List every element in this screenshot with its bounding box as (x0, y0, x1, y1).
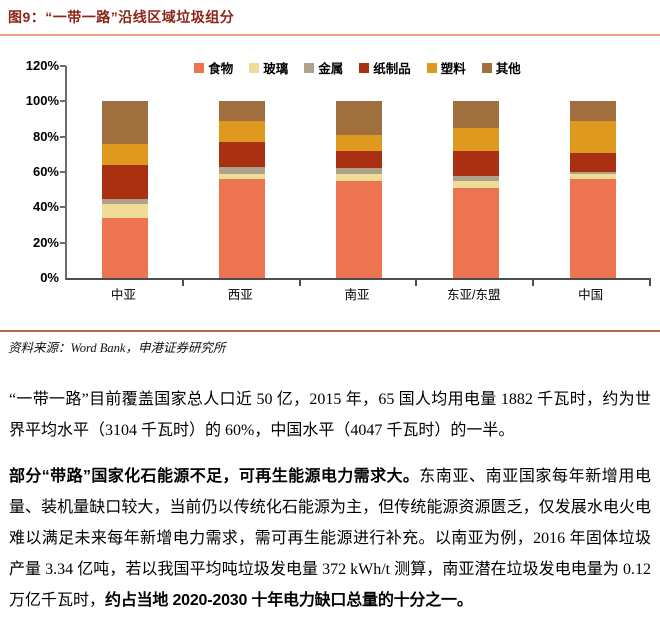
bar-slot-中国 (534, 66, 651, 278)
chart-legend: 食物 玻璃 金属 纸制品 塑料 其他 (65, 58, 650, 77)
x-axis-label-西亚: 西亚 (227, 288, 253, 302)
y-axis-label: 100% (25, 93, 59, 109)
legend-swatch-icon (249, 62, 260, 73)
bars-container (67, 66, 651, 278)
y-axis-label: 60% (32, 164, 59, 179)
bar-segment-西亚-其他 (219, 101, 266, 121)
legend-label: 玻璃 (263, 62, 289, 76)
legend-item-玻璃: 玻璃 (249, 58, 288, 77)
x-axis-label-中国: 中国 (578, 288, 604, 302)
y-axis-tick (60, 171, 66, 173)
bar-segment-中亚-玻璃 (102, 203, 149, 218)
source-text: 资料来源：Word Bank，申港证券研究所 (8, 341, 226, 355)
y-axis-tick (60, 241, 66, 244)
legend-label: 食物 (208, 62, 234, 76)
y-axis-label: 0% (40, 270, 59, 285)
paragraph-2-bold-lead: 部分“带路”国家化石能源不足，可再生能源电力需求大。 (9, 468, 420, 485)
bar-segment-西亚-纸制品 (219, 142, 266, 167)
legend-label: 塑料 (440, 62, 466, 76)
x-axis-tick (532, 280, 535, 286)
y-axis-label: 80% (32, 128, 59, 144)
body-text: “一带一路”目前覆盖国家总人口近 50 亿，2015 年，65 国人均用电量 1… (9, 384, 651, 616)
x-axis-labels: 中亚 西亚 南亚 东亚/东盟 中国 (65, 284, 649, 303)
bar-slot-南亚 (301, 66, 418, 278)
bar-segment-南亚-塑料 (335, 134, 382, 151)
bar-segment-中亚-食物 (102, 217, 149, 278)
bar-segment-南亚-纸制品 (335, 150, 382, 169)
figure-title: 图9：“一带一路”沿线区域垃圾组分 (8, 9, 235, 25)
paragraph-1: “一带一路”目前覆盖国家总人口近 50 亿，2015 年，65 国人均用电量 1… (9, 391, 651, 439)
y-axis-label: 40% (32, 199, 59, 215)
x-axis-label-东亚/东盟: 东亚/东盟 (447, 288, 501, 302)
plot-area: 0% 20% 40% 60% 80% 100% 120% (26, 59, 651, 286)
bar-segment-中国-其他 (569, 101, 616, 121)
bar-slot-西亚 (184, 66, 301, 278)
bar-segment-中国-塑料 (569, 120, 616, 153)
bar-segment-中亚-其他 (102, 101, 149, 144)
legend-item-金属: 金属 (304, 58, 343, 77)
bar-segment-西亚-塑料 (219, 120, 266, 142)
bar-segment-南亚-玻璃 (335, 173, 382, 181)
legend-item-其他: 其他 (481, 58, 521, 77)
legend-item-塑料: 塑料 (426, 58, 466, 77)
paragraph-2-bold-tail: 约占当地 2020-2030 十年电力缺口总量的十分之一。 (105, 592, 473, 609)
stacked-bar-中亚 (102, 101, 149, 278)
bar-segment-中亚-塑料 (102, 143, 149, 165)
bar-segment-中亚-纸制品 (102, 164, 149, 199)
bar-segment-西亚-玻璃 (219, 173, 266, 180)
paragraph-2: 部分“带路”国家化石能源不足，可再生能源电力需求大。东南亚、南亚国家每年新增用电… (9, 461, 651, 616)
y-axis-label: 20% (32, 234, 59, 250)
y-axis-tick (60, 65, 66, 67)
x-axis-tick (181, 280, 184, 286)
stacked-bar-东亚/东盟 (452, 101, 499, 278)
stacked-bar-西亚 (219, 101, 266, 278)
bar-segment-东亚/东盟-塑料 (452, 127, 499, 151)
bar-slot-中亚 (67, 66, 184, 278)
bar-segment-中国-食物 (569, 179, 616, 278)
bar-segment-中国-纸制品 (569, 152, 616, 173)
y-axis-tick (60, 100, 66, 103)
title-divider (0, 34, 660, 36)
source-divider (0, 330, 660, 332)
x-axis-tick (415, 280, 418, 286)
legend-label: 金属 (318, 62, 344, 76)
bar-segment-东亚/东盟-金属 (452, 175, 499, 181)
bar-segment-南亚-食物 (335, 180, 382, 278)
legend-label: 纸制品 (373, 62, 411, 76)
bar-segment-东亚/东盟-其他 (452, 101, 499, 128)
y-axis-label: 120% (25, 58, 59, 73)
bar-segment-南亚-其他 (335, 101, 382, 135)
legend-swatch-icon (426, 62, 437, 73)
bar-slot-东亚/东盟 (417, 66, 534, 278)
waste-composition-chart: 食物 玻璃 金属 纸制品 塑料 其他 0% 20% 40% 60% 80% 100% 120% 中亚 西… (0, 44, 660, 314)
bar-segment-中国-玻璃 (569, 173, 616, 180)
legend-item-纸制品: 纸制品 (359, 58, 411, 77)
legend-swatch-icon (194, 62, 205, 73)
bar-segment-西亚-食物 (219, 179, 266, 278)
bar-segment-东亚/东盟-玻璃 (452, 180, 499, 188)
stacked-bar-南亚 (335, 101, 382, 278)
legend-swatch-icon (481, 62, 492, 73)
bar-segment-东亚/东盟-纸制品 (452, 150, 499, 176)
legend-swatch-icon (304, 62, 315, 73)
bar-segment-中亚-金属 (102, 198, 149, 204)
paragraph-2-body: 东南亚、南亚国家每年新增用电量、装机量缺口较大，当前仍以传统化石能源为主，但传统… (9, 468, 651, 609)
y-axis-tick (60, 206, 66, 209)
legend-label: 其他 (495, 62, 521, 76)
x-axis-tick (649, 280, 651, 286)
y-axis-tick (60, 135, 66, 138)
bar-segment-中国-金属 (569, 172, 616, 174)
x-axis-label-南亚: 南亚 (344, 288, 370, 302)
x-axis-label-中亚: 中亚 (110, 288, 136, 302)
bar-segment-西亚-金属 (219, 166, 266, 174)
legend-swatch-icon (359, 62, 370, 73)
legend-item-食物: 食物 (194, 58, 233, 77)
x-axis-tick (298, 280, 301, 286)
stacked-bar-中国 (569, 101, 616, 278)
bar-segment-东亚/东盟-食物 (452, 187, 499, 278)
bar-segment-南亚-金属 (335, 168, 382, 174)
